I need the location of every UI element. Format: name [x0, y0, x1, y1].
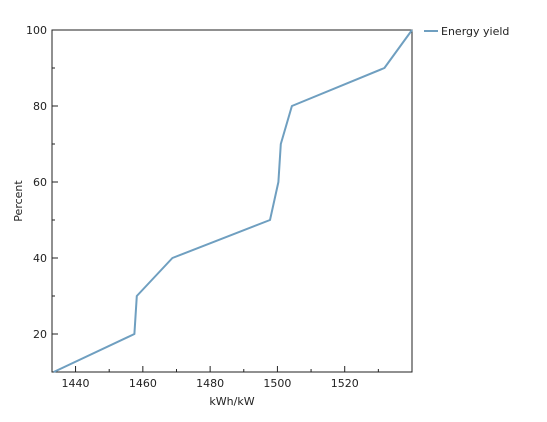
- data-point: [279, 143, 282, 146]
- y-tick-label: 100: [26, 24, 47, 37]
- data-point: [277, 181, 280, 184]
- y-tick-label: 80: [33, 100, 47, 113]
- y-tick-label: 60: [33, 176, 47, 189]
- data-point: [411, 29, 414, 32]
- data-point: [290, 105, 293, 108]
- x-axis-ticks: 1440 1460 1480 1500 1520: [62, 366, 379, 390]
- data-point: [269, 219, 272, 222]
- x-tick-label: 1480: [196, 377, 224, 390]
- series-group: [52, 29, 414, 374]
- x-tick-label: 1460: [129, 377, 157, 390]
- data-point: [135, 295, 138, 298]
- data-point: [52, 371, 55, 374]
- plot-area-frame: [51, 29, 413, 373]
- y-axis-ticks: 20 40 60 80 100: [26, 24, 58, 341]
- legend: Energy yield: [424, 25, 509, 38]
- data-point: [171, 257, 174, 260]
- y-tick-label: 20: [33, 328, 47, 341]
- legend-label-energy-yield: Energy yield: [441, 25, 509, 38]
- x-axis-label: kWh/kW: [209, 395, 254, 408]
- data-point: [133, 333, 136, 336]
- y-axis-label: Percent: [12, 180, 25, 222]
- series-line-energy-yield: [53, 29, 413, 373]
- x-tick-label: 1500: [263, 377, 291, 390]
- x-tick-label: 1520: [331, 377, 359, 390]
- data-point: [383, 67, 386, 70]
- x-tick-label: 1440: [62, 377, 90, 390]
- y-tick-label: 40: [33, 252, 47, 265]
